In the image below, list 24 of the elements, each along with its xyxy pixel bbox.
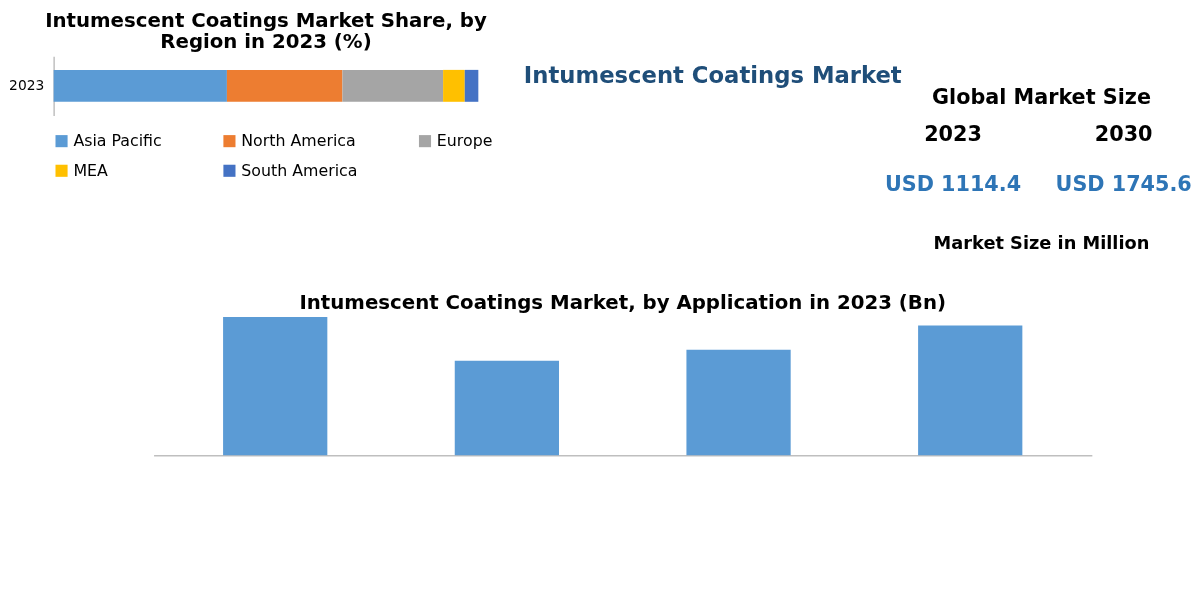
legend-label: North America [241,131,356,151]
bar [464,69,479,102]
text: Region in 2023 (%) [160,30,372,54]
text: Market Size in Million [933,232,1150,253]
legend-label: Asia Pacific [73,131,162,151]
bar [342,69,444,102]
text: USD 1745.6 [1055,171,1192,196]
bar [226,69,343,102]
bar [686,349,791,456]
category-label: 2023 [924,122,982,147]
legend-label: MEA [73,160,108,180]
text: Intumescent Coatings Market [523,61,902,88]
category-label: 2030 [1094,122,1153,147]
chart-title: Intumescent Coatings Market, by Application in 2023 (Bn) [299,291,946,315]
legend-label: Europe [436,131,493,151]
bar [223,316,328,456]
bar [918,325,1023,456]
text: Intumescent Coatings Market Share, by [45,8,487,32]
text: USD 1114.4 [884,171,1022,196]
legend-label: South America [241,160,358,180]
bar [454,360,560,456]
bar [443,69,465,102]
bar [53,69,227,102]
text: Global Market Size [932,84,1151,109]
